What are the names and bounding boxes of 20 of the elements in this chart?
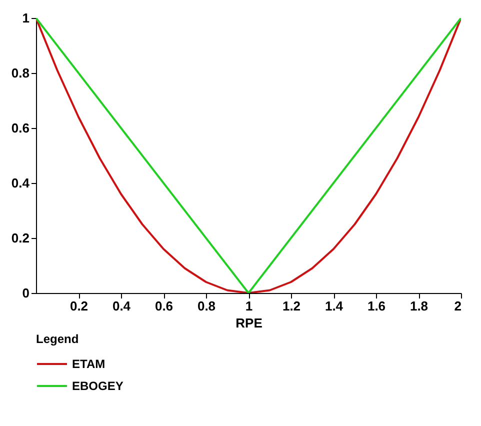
x-tick-label: 0.6 (154, 298, 174, 314)
legend-label: ETAM (72, 357, 106, 371)
y-tick-label: 0.8 (11, 66, 30, 80)
x-tick-label: 0.8 (197, 298, 216, 314)
x-tick-label: 1.8 (410, 298, 428, 314)
y-tick-label: 1 (22, 10, 30, 26)
x-tick-label: 1.2 (282, 298, 301, 314)
x-tick-label: 0.4 (112, 298, 132, 314)
x-axis-title: RPE (236, 316, 263, 330)
x-tick-label: 1.6 (367, 298, 386, 314)
x-tick-label: 1 (245, 298, 253, 314)
y-tick-label: 0.4 (11, 176, 30, 190)
y-tick-label: 0 (22, 286, 30, 300)
y-tick-label: 0.2 (11, 230, 30, 246)
x-tick-label: 2 (454, 298, 462, 314)
x-tick-label: 1.4 (324, 298, 344, 314)
legend-title: Legend (36, 332, 79, 346)
legend-label: EBOGEY (72, 379, 124, 393)
y-tick-label: 0.6 (11, 120, 30, 136)
x-tick-label: 0.2 (70, 298, 88, 314)
